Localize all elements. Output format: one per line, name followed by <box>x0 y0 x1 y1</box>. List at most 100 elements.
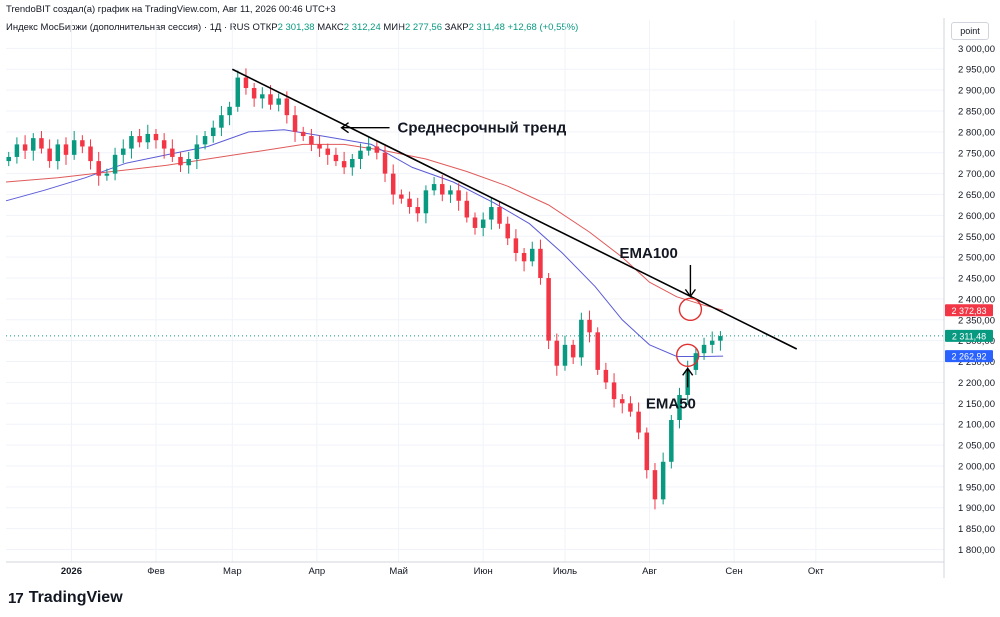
candle-body <box>374 146 380 153</box>
y-tick-label: 2 750,00 <box>958 148 995 159</box>
y-tick-label: 1 900,00 <box>958 503 995 514</box>
candle-body <box>562 344 568 366</box>
candle-body <box>243 77 249 89</box>
candle-body <box>47 148 52 162</box>
y-tick-label: 2 600,00 <box>958 211 995 222</box>
candle-body <box>701 344 707 354</box>
y-tick-label: 2 650,00 <box>958 190 995 201</box>
y-tick-label: 2 950,00 <box>958 65 995 76</box>
ema50-arrow-head <box>682 367 694 376</box>
candle-body <box>284 98 290 116</box>
y-tick-label: 2 350,00 <box>958 315 995 326</box>
y-tick-label: 2 850,00 <box>958 106 995 117</box>
candle-body <box>390 173 396 195</box>
scale-mode-button[interactable]: point <box>951 22 989 40</box>
tradingview-logo[interactable]: 17 TradingView <box>8 589 123 607</box>
candle-body <box>644 432 650 471</box>
candle-body <box>595 332 600 370</box>
y-tick-label: 2 250,00 <box>958 357 995 368</box>
candle-body <box>145 133 151 143</box>
y-tick-label: 1 800,00 <box>958 545 995 556</box>
y-tick-label: 2 050,00 <box>958 441 995 452</box>
candle-body <box>88 146 93 162</box>
x-tick-label: Июн <box>474 566 493 577</box>
candle-body <box>611 382 617 400</box>
candle-body <box>530 248 535 262</box>
trend-arrow-head <box>340 122 349 134</box>
candle-body <box>161 140 167 149</box>
candle-body <box>55 144 61 162</box>
high-label: МАКС <box>317 22 344 33</box>
candle-body <box>39 138 44 149</box>
y-tick-label: 2 450,00 <box>958 274 995 285</box>
candle-body <box>219 115 224 128</box>
candle-body <box>489 207 494 220</box>
low-label: МИН <box>383 22 405 33</box>
candle-body <box>513 238 519 253</box>
trend-annotation-text: Среднесрочный тренд <box>398 120 567 137</box>
ema100-arrow-head <box>684 288 696 298</box>
x-tick-label: Май <box>389 566 408 577</box>
candle-body <box>309 136 314 145</box>
symbol-name[interactable]: Индекс МосБиржи (дополнительная сессия) … <box>6 22 250 33</box>
ema50-line <box>5 129 724 357</box>
candle-body <box>382 152 388 174</box>
candle-body <box>448 190 453 195</box>
candle-body <box>693 353 699 370</box>
y-tick-label: 2 700,00 <box>958 169 995 180</box>
candle-body <box>14 144 20 157</box>
logo-text: TradingView <box>28 589 123 606</box>
candle-body <box>210 127 216 137</box>
y-tick-label: 2 150,00 <box>958 399 995 410</box>
candle-body <box>268 94 273 105</box>
candle-body <box>129 136 134 149</box>
candle-body <box>186 159 191 166</box>
candle-body <box>104 173 110 176</box>
candle-body <box>628 403 633 412</box>
candle-body <box>677 394 682 421</box>
close-value: 2 311,48 <box>468 22 505 33</box>
candle-body <box>407 198 412 208</box>
candle-body <box>546 278 551 341</box>
candle-body <box>538 248 543 279</box>
candle-body <box>709 340 715 345</box>
y-tick-label: 2 550,00 <box>958 232 995 243</box>
candle-body <box>480 219 486 228</box>
x-tick-label: Фев <box>147 566 165 577</box>
price-tag-bg <box>945 350 993 363</box>
price-tag-bg <box>945 304 993 317</box>
ema100-cross-circle <box>678 297 703 322</box>
candle-body <box>63 144 69 155</box>
y-tick-label: 1 950,00 <box>958 482 995 493</box>
candle-body <box>292 115 298 132</box>
y-tick-label: 2 800,00 <box>958 127 995 138</box>
x-tick-label: Мар <box>223 566 242 577</box>
x-tick-label: Июль <box>553 566 577 577</box>
trend-line <box>231 68 798 350</box>
candle-body <box>170 148 175 157</box>
candle-body <box>521 252 527 262</box>
x-tick-label: 2026 <box>61 566 82 577</box>
candle-body <box>276 98 281 105</box>
candle-body <box>472 217 478 228</box>
open-value: 2 301,38 <box>277 22 315 33</box>
candle-body <box>333 154 339 162</box>
candle-body <box>31 138 36 151</box>
price-tag-label: 2 262,92 <box>951 352 986 362</box>
candle-body <box>251 88 257 99</box>
ema100-line <box>5 143 724 311</box>
candle-body <box>423 190 429 214</box>
candle-body <box>80 140 85 147</box>
candle-body <box>71 140 77 155</box>
candle-body <box>660 461 666 500</box>
candle-body <box>137 136 142 143</box>
candle-body <box>456 190 461 201</box>
open-label: ОТКР <box>252 22 278 33</box>
low-value: 2 277,56 <box>405 22 442 33</box>
candle-body <box>300 131 306 137</box>
y-tick-label: 2 500,00 <box>958 253 995 264</box>
price-tag-label: 2 372,83 <box>951 306 986 316</box>
candle-body <box>497 207 502 224</box>
candle-body <box>358 150 363 160</box>
